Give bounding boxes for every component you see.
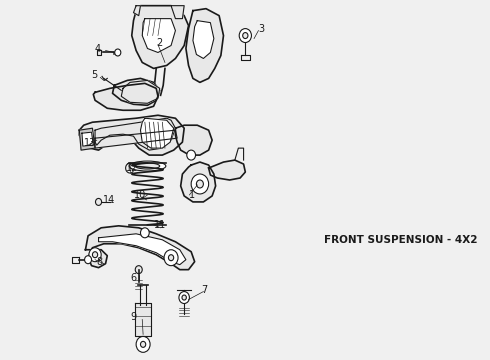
Polygon shape	[132, 6, 189, 68]
Text: 5: 5	[92, 71, 98, 80]
Polygon shape	[85, 226, 195, 270]
Text: 9: 9	[130, 312, 136, 323]
Polygon shape	[93, 84, 158, 110]
Circle shape	[115, 49, 121, 56]
Ellipse shape	[135, 163, 160, 169]
Polygon shape	[186, 9, 223, 82]
Text: 3: 3	[258, 24, 265, 33]
Text: 10: 10	[133, 190, 146, 200]
Polygon shape	[175, 125, 212, 155]
Text: 11: 11	[153, 220, 166, 230]
Polygon shape	[193, 21, 214, 58]
Circle shape	[85, 256, 92, 264]
Polygon shape	[97, 50, 101, 55]
Text: FRONT SUSPENSION - 4X2: FRONT SUSPENSION - 4X2	[324, 235, 477, 245]
Circle shape	[191, 174, 209, 194]
Polygon shape	[209, 160, 245, 180]
Polygon shape	[95, 130, 177, 148]
Circle shape	[179, 292, 190, 303]
Circle shape	[196, 180, 203, 188]
Circle shape	[135, 266, 142, 274]
Text: 13: 13	[84, 138, 96, 148]
Polygon shape	[171, 6, 184, 19]
Circle shape	[164, 250, 178, 266]
Circle shape	[243, 32, 248, 39]
Polygon shape	[98, 234, 186, 265]
Text: 12: 12	[125, 163, 138, 173]
Circle shape	[182, 295, 186, 300]
Circle shape	[96, 198, 101, 206]
Circle shape	[141, 341, 146, 347]
Polygon shape	[79, 115, 184, 155]
Polygon shape	[79, 128, 95, 150]
Circle shape	[169, 255, 173, 261]
Circle shape	[239, 28, 251, 42]
Text: 7: 7	[202, 284, 208, 294]
Polygon shape	[95, 118, 175, 150]
Polygon shape	[82, 132, 93, 146]
Circle shape	[141, 228, 149, 238]
Polygon shape	[133, 6, 141, 15]
Text: 2: 2	[156, 37, 163, 48]
Polygon shape	[142, 19, 175, 53]
Polygon shape	[121, 80, 160, 103]
Polygon shape	[141, 118, 173, 148]
Polygon shape	[113, 78, 160, 105]
Text: 8: 8	[97, 257, 103, 267]
Ellipse shape	[129, 161, 166, 171]
Text: 14: 14	[103, 195, 115, 205]
Text: 1: 1	[189, 190, 195, 200]
Text: 6: 6	[130, 273, 136, 283]
Circle shape	[187, 150, 196, 160]
Circle shape	[93, 252, 98, 258]
Polygon shape	[181, 162, 216, 202]
Circle shape	[136, 336, 150, 352]
Polygon shape	[135, 302, 151, 336]
Circle shape	[89, 248, 101, 262]
Text: 4: 4	[95, 44, 101, 54]
